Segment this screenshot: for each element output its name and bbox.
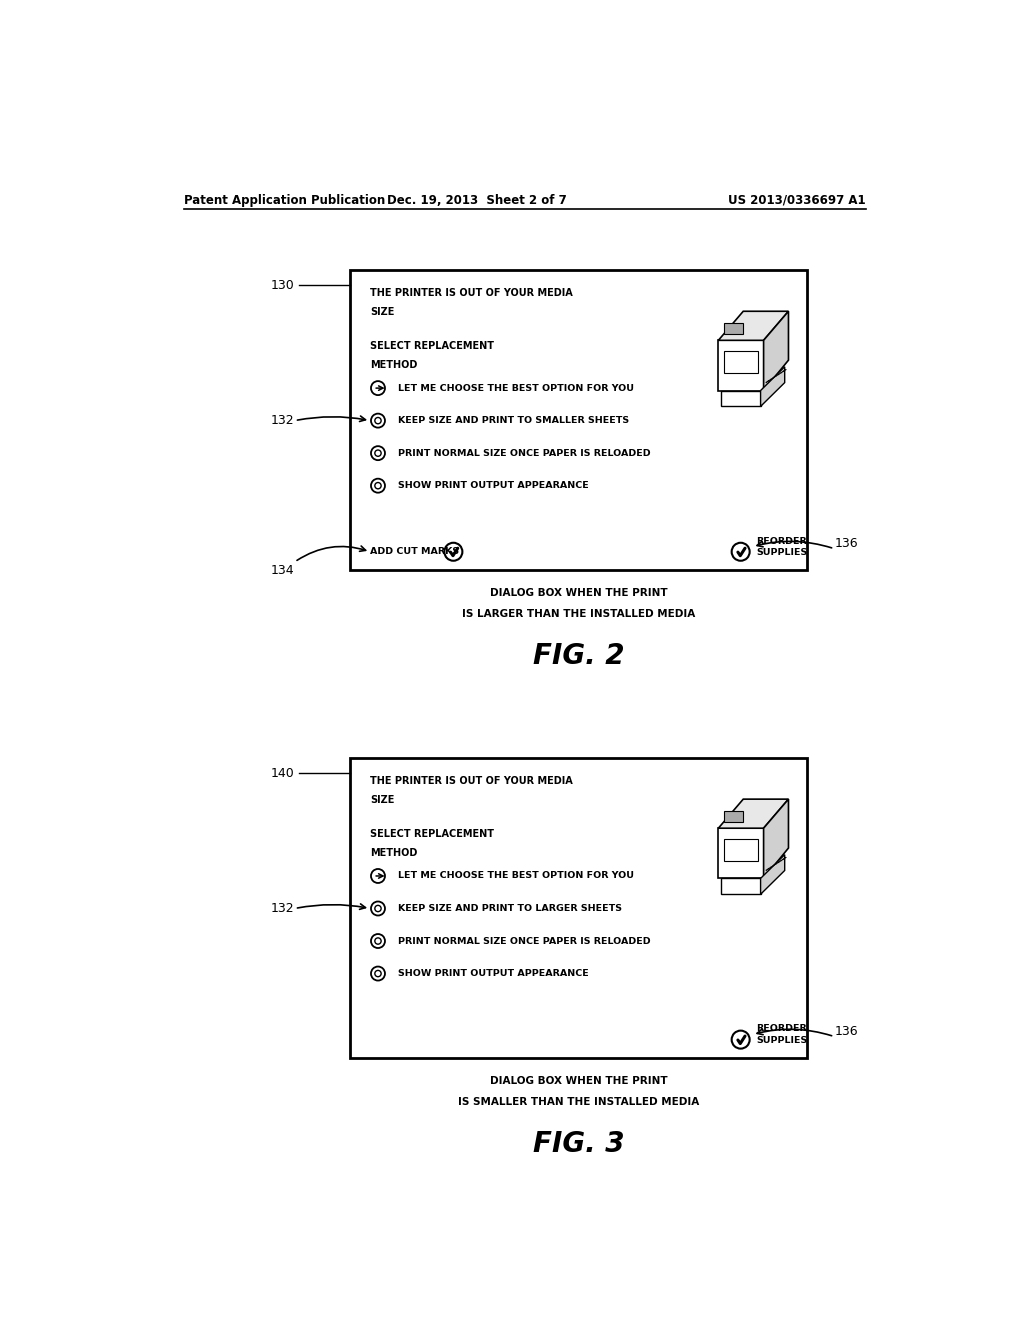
Text: REORDER
SUPPLIES: REORDER SUPPLIES bbox=[757, 1024, 808, 1044]
Text: Patent Application Publication: Patent Application Publication bbox=[183, 194, 385, 207]
Text: IS LARGER THAN THE INSTALLED MEDIA: IS LARGER THAN THE INSTALLED MEDIA bbox=[462, 609, 695, 619]
Text: KEEP SIZE AND PRINT TO LARGER SHEETS: KEEP SIZE AND PRINT TO LARGER SHEETS bbox=[398, 904, 622, 913]
FancyBboxPatch shape bbox=[350, 758, 807, 1057]
Text: US 2013/0336697 A1: US 2013/0336697 A1 bbox=[728, 194, 866, 207]
Text: SHOW PRINT OUTPUT APPEARANCE: SHOW PRINT OUTPUT APPEARANCE bbox=[398, 482, 589, 490]
Text: Dec. 19, 2013  Sheet 2 of 7: Dec. 19, 2013 Sheet 2 of 7 bbox=[387, 194, 567, 207]
Text: FIG. 2: FIG. 2 bbox=[532, 643, 624, 671]
FancyBboxPatch shape bbox=[724, 323, 743, 334]
FancyBboxPatch shape bbox=[724, 810, 743, 821]
Text: PRINT NORMAL SIZE ONCE PAPER IS RELOADED: PRINT NORMAL SIZE ONCE PAPER IS RELOADED bbox=[398, 936, 650, 945]
Text: ADD CUT MARKS: ADD CUT MARKS bbox=[370, 548, 459, 556]
Text: SIZE: SIZE bbox=[370, 795, 394, 805]
Text: LET ME CHOOSE THE BEST OPTION FOR YOU: LET ME CHOOSE THE BEST OPTION FOR YOU bbox=[398, 871, 634, 880]
Text: DIALOG BOX WHEN THE PRINT: DIALOG BOX WHEN THE PRINT bbox=[489, 589, 668, 598]
Text: SIZE: SIZE bbox=[370, 306, 394, 317]
Text: THE PRINTER IS OUT OF YOUR MEDIA: THE PRINTER IS OUT OF YOUR MEDIA bbox=[370, 776, 572, 787]
Text: 140: 140 bbox=[270, 767, 295, 780]
Text: FIG. 3: FIG. 3 bbox=[532, 1130, 624, 1158]
Polygon shape bbox=[764, 799, 788, 878]
Text: SELECT REPLACEMENT: SELECT REPLACEMENT bbox=[370, 829, 494, 840]
Polygon shape bbox=[721, 878, 761, 894]
Text: 132: 132 bbox=[270, 902, 295, 915]
Text: REORDER
SUPPLIES: REORDER SUPPLIES bbox=[757, 537, 808, 557]
Polygon shape bbox=[719, 828, 764, 878]
Text: 136: 136 bbox=[835, 537, 858, 550]
Text: THE PRINTER IS OUT OF YOUR MEDIA: THE PRINTER IS OUT OF YOUR MEDIA bbox=[370, 289, 572, 298]
Text: 136: 136 bbox=[835, 1026, 858, 1038]
Polygon shape bbox=[721, 391, 761, 407]
Polygon shape bbox=[719, 312, 788, 341]
FancyBboxPatch shape bbox=[350, 271, 807, 570]
Text: 130: 130 bbox=[270, 279, 295, 292]
Text: IS SMALLER THAN THE INSTALLED MEDIA: IS SMALLER THAN THE INSTALLED MEDIA bbox=[458, 1097, 699, 1106]
Text: 132: 132 bbox=[270, 414, 295, 428]
Text: METHOD: METHOD bbox=[370, 847, 418, 858]
Text: DIALOG BOX WHEN THE PRINT: DIALOG BOX WHEN THE PRINT bbox=[489, 1076, 668, 1086]
Polygon shape bbox=[719, 799, 788, 828]
Text: PRINT NORMAL SIZE ONCE PAPER IS RELOADED: PRINT NORMAL SIZE ONCE PAPER IS RELOADED bbox=[398, 449, 650, 458]
Polygon shape bbox=[724, 351, 759, 374]
Polygon shape bbox=[724, 838, 759, 861]
Text: 134: 134 bbox=[270, 564, 295, 577]
Polygon shape bbox=[764, 312, 788, 391]
Text: METHOD: METHOD bbox=[370, 359, 418, 370]
Text: SHOW PRINT OUTPUT APPEARANCE: SHOW PRINT OUTPUT APPEARANCE bbox=[398, 969, 589, 978]
Text: SELECT REPLACEMENT: SELECT REPLACEMENT bbox=[370, 342, 494, 351]
Polygon shape bbox=[719, 341, 764, 391]
Polygon shape bbox=[761, 367, 784, 407]
Text: KEEP SIZE AND PRINT TO SMALLER SHEETS: KEEP SIZE AND PRINT TO SMALLER SHEETS bbox=[398, 416, 629, 425]
Text: LET ME CHOOSE THE BEST OPTION FOR YOU: LET ME CHOOSE THE BEST OPTION FOR YOU bbox=[398, 384, 634, 392]
Polygon shape bbox=[761, 854, 784, 894]
